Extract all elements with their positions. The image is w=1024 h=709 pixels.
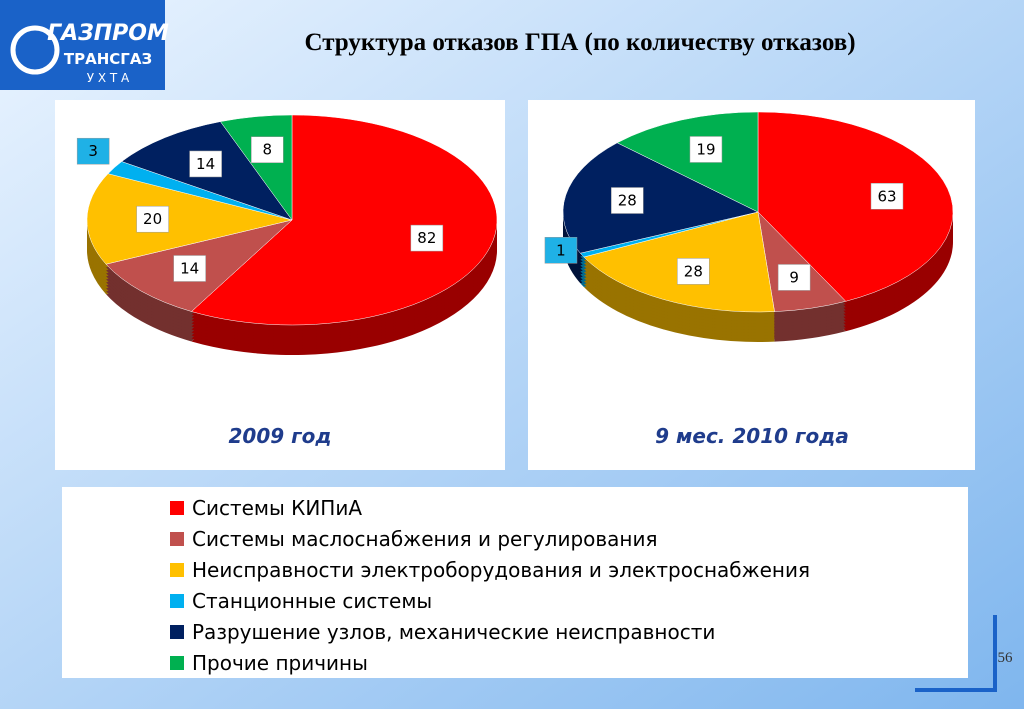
data-label-box [611, 187, 644, 214]
logo-box [0, 0, 165, 90]
legend-swatch [170, 563, 184, 577]
legend-swatch [170, 501, 184, 515]
data-label: 1 [556, 241, 566, 259]
legend-label: Станционные системы [192, 589, 432, 613]
data-label-box [677, 258, 710, 285]
data-label: 82 [417, 229, 436, 247]
data-label: 63 [877, 187, 896, 205]
legend-label: Разрушение узлов, механические неисправн… [192, 620, 715, 644]
decoration [915, 615, 997, 692]
data-label-box [189, 150, 222, 178]
legend-label: Системы маслоснабжения и регулирования [192, 527, 658, 551]
data-label-box [870, 183, 904, 210]
data-label-box [76, 137, 110, 165]
page-number: 56 [998, 650, 1014, 666]
data-label-box [251, 136, 284, 163]
legend-swatch [170, 594, 184, 608]
data-label-box [410, 224, 444, 252]
data-label-box [777, 264, 811, 291]
data-label: 28 [618, 192, 637, 210]
data-label: 9 [789, 268, 799, 286]
chart-title: 2009 год [229, 424, 332, 448]
slice [757, 111, 954, 302]
logo-text: У Х Т А [87, 71, 130, 85]
data-label: 20 [143, 210, 162, 228]
logo-icon [10, 25, 60, 75]
legend-box [62, 487, 968, 678]
data-label-box [544, 237, 578, 264]
slide-title: Структура отказов ГПА (по количеству отк… [304, 29, 855, 56]
data-label: 14 [180, 259, 199, 277]
data-label: 14 [196, 155, 215, 173]
charts: 82 14 20 3 14 8 2009 год 63 9 28 1 28 19 9 мес. 2010 … [76, 111, 954, 448]
chart-title: 9 мес. 2010 года [655, 424, 849, 448]
legend-label: Неисправности электроборудования и элект… [192, 558, 810, 582]
logo-text: ГАЗПРОМ [47, 21, 169, 46]
data-label-box [173, 255, 206, 282]
legend-label: Прочие причины [192, 651, 368, 675]
legend-swatch [170, 656, 184, 670]
data-label: 19 [696, 140, 715, 158]
slice [86, 173, 293, 265]
slice [190, 114, 498, 326]
data-label-box [689, 136, 723, 163]
legend: Системы КИПиА Системы маслоснабжения и ре… [170, 496, 810, 675]
legend-swatch [170, 625, 184, 639]
slice [616, 111, 759, 213]
data-label: 28 [684, 262, 703, 280]
legend-swatch [170, 532, 184, 546]
legend-label: Системы КИПиА [192, 496, 362, 520]
data-label: 8 [263, 141, 273, 159]
data-label-box [136, 205, 169, 233]
logo-text: ТРАНСГАЗ [64, 50, 152, 68]
data-label: 3 [88, 142, 98, 160]
